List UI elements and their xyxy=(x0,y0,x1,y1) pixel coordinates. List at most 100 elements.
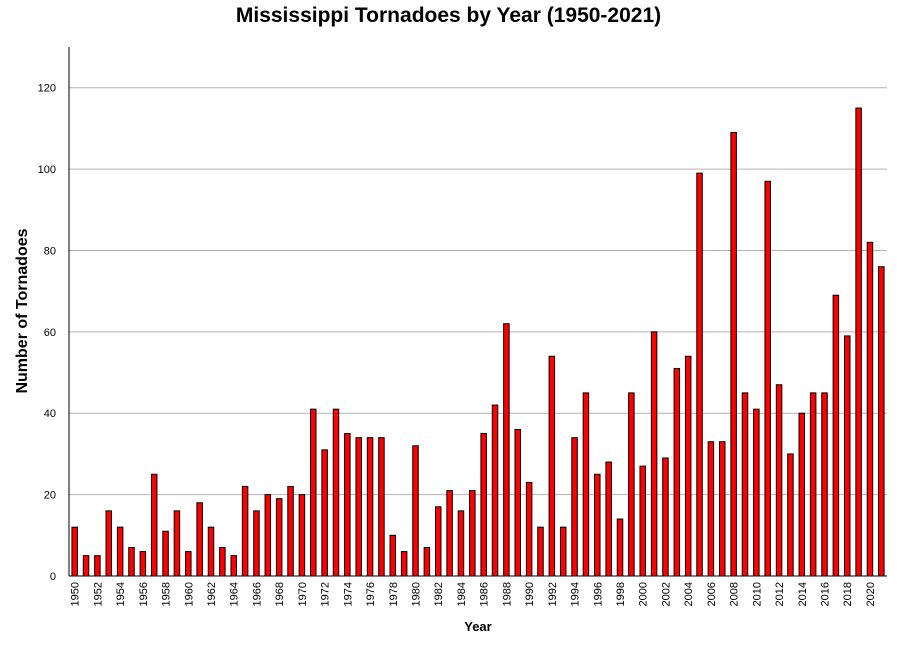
bar-1984 xyxy=(457,510,465,577)
bar-2009 xyxy=(741,392,749,577)
bar-1970 xyxy=(298,494,306,577)
x-tick-label: 1992 xyxy=(547,582,559,606)
x-tick-label: 1958 xyxy=(161,582,173,606)
bar-1969 xyxy=(287,485,294,577)
bar-1950 xyxy=(71,526,78,577)
x-tick-label: 2018 xyxy=(842,582,854,606)
bar-1997 xyxy=(605,461,612,577)
bar-1964 xyxy=(230,555,237,577)
gridlines xyxy=(69,87,887,496)
bar-1993 xyxy=(559,526,567,577)
bar-1965 xyxy=(241,485,249,577)
bar-2011 xyxy=(764,180,771,577)
y-tick-label: 40 xyxy=(44,408,56,420)
bar-1983 xyxy=(446,490,453,577)
bar-1951 xyxy=(82,555,90,577)
x-tick-label: 2016 xyxy=(820,582,832,606)
bar-1998 xyxy=(616,518,624,577)
x-tick-label: 2020 xyxy=(865,582,877,606)
bar-1974 xyxy=(344,433,351,577)
x-tick-label: 1974 xyxy=(342,582,354,606)
bar-1956 xyxy=(139,551,147,577)
bar-2014 xyxy=(798,412,806,577)
bar-1999 xyxy=(628,392,635,577)
bar-1959 xyxy=(173,510,181,577)
bar-2008 xyxy=(730,131,737,577)
x-tick-label: 1950 xyxy=(70,582,82,606)
bar-1954 xyxy=(116,526,124,577)
axes xyxy=(68,47,887,577)
bar-1968 xyxy=(275,498,283,577)
bar-1960 xyxy=(185,551,192,577)
bar-1996 xyxy=(594,473,601,577)
bar-1967 xyxy=(264,494,272,577)
bar-1981 xyxy=(423,547,431,577)
y-tick-label: 0 xyxy=(50,571,56,583)
bar-1994 xyxy=(571,437,578,577)
bar-1978 xyxy=(389,534,397,577)
bar-2017 xyxy=(832,294,840,577)
bar-1991 xyxy=(537,526,544,577)
x-tick-label: 2000 xyxy=(638,582,650,606)
x-axis-title: Year xyxy=(464,619,491,634)
y-tick-label: 80 xyxy=(44,245,56,257)
bar-2018 xyxy=(843,335,851,577)
x-tick-label: 1960 xyxy=(183,582,195,606)
bar-1952 xyxy=(94,555,101,577)
x-tick-label: 1952 xyxy=(92,582,104,606)
x-tick-label: 1968 xyxy=(274,582,286,606)
x-tick-label: 2004 xyxy=(683,582,695,606)
x-tick-label: 2012 xyxy=(774,582,786,606)
x-tick-label: 1998 xyxy=(615,582,627,606)
bar-1977 xyxy=(378,437,385,577)
y-tick-label: 60 xyxy=(44,327,56,339)
x-tick-label: 1976 xyxy=(365,582,377,606)
x-tick-label: 1996 xyxy=(592,582,604,606)
bar-1973 xyxy=(332,408,340,577)
bar-1972 xyxy=(321,449,328,577)
bar-1986 xyxy=(480,433,487,577)
x-tick-label: 2010 xyxy=(751,582,763,606)
bar-1979 xyxy=(400,551,408,577)
x-tick-label: 1970 xyxy=(297,582,309,606)
bar-1961 xyxy=(196,502,203,577)
x-tick-label: 2006 xyxy=(706,582,718,606)
x-tick-label: 1954 xyxy=(115,582,127,606)
bar-1962 xyxy=(207,526,215,577)
bar-1966 xyxy=(253,510,260,577)
bar-1989 xyxy=(514,429,522,577)
bar-1982 xyxy=(434,506,442,577)
bar-1976 xyxy=(366,437,374,577)
bar-1985 xyxy=(469,490,476,577)
x-tick-labels: 1950 1952 1954 1956 1958 1960 1962 1964 1966 1968… xyxy=(70,582,877,606)
x-tick-label: 1980 xyxy=(411,582,423,606)
x-tick-label: 2014 xyxy=(797,582,809,606)
x-tick-label: 1984 xyxy=(456,582,468,606)
bar-2021 xyxy=(878,266,885,577)
x-tick-label: 1972 xyxy=(320,582,332,606)
y-axis-title: Number of Tornadoes xyxy=(14,228,31,393)
x-tick-label: 1978 xyxy=(388,582,400,606)
bar-1963 xyxy=(219,547,226,577)
bar-1990 xyxy=(525,481,533,577)
y-tick-labels: 0 20 40 60 80 100 120 xyxy=(38,83,56,583)
bar-1980 xyxy=(412,445,419,577)
y-tick-label: 120 xyxy=(38,83,56,95)
bar-1958 xyxy=(162,530,169,577)
bar-2005 xyxy=(696,172,703,577)
y-tick-label: 20 xyxy=(44,490,56,502)
bar-1988 xyxy=(503,323,510,577)
bar-2015 xyxy=(809,392,817,577)
bar-1971 xyxy=(310,408,317,577)
x-tick-label: 1986 xyxy=(479,582,491,606)
bar-2012 xyxy=(775,384,783,577)
bar-1992 xyxy=(548,355,556,577)
x-tick-label: 1994 xyxy=(570,582,582,606)
x-tick-label: 1990 xyxy=(524,582,536,606)
bar-2016 xyxy=(821,392,828,577)
bar-2019 xyxy=(855,107,862,577)
bar-1975 xyxy=(355,437,362,577)
x-tick-label: 1964 xyxy=(229,582,241,606)
x-tick-label: 1982 xyxy=(433,582,445,606)
